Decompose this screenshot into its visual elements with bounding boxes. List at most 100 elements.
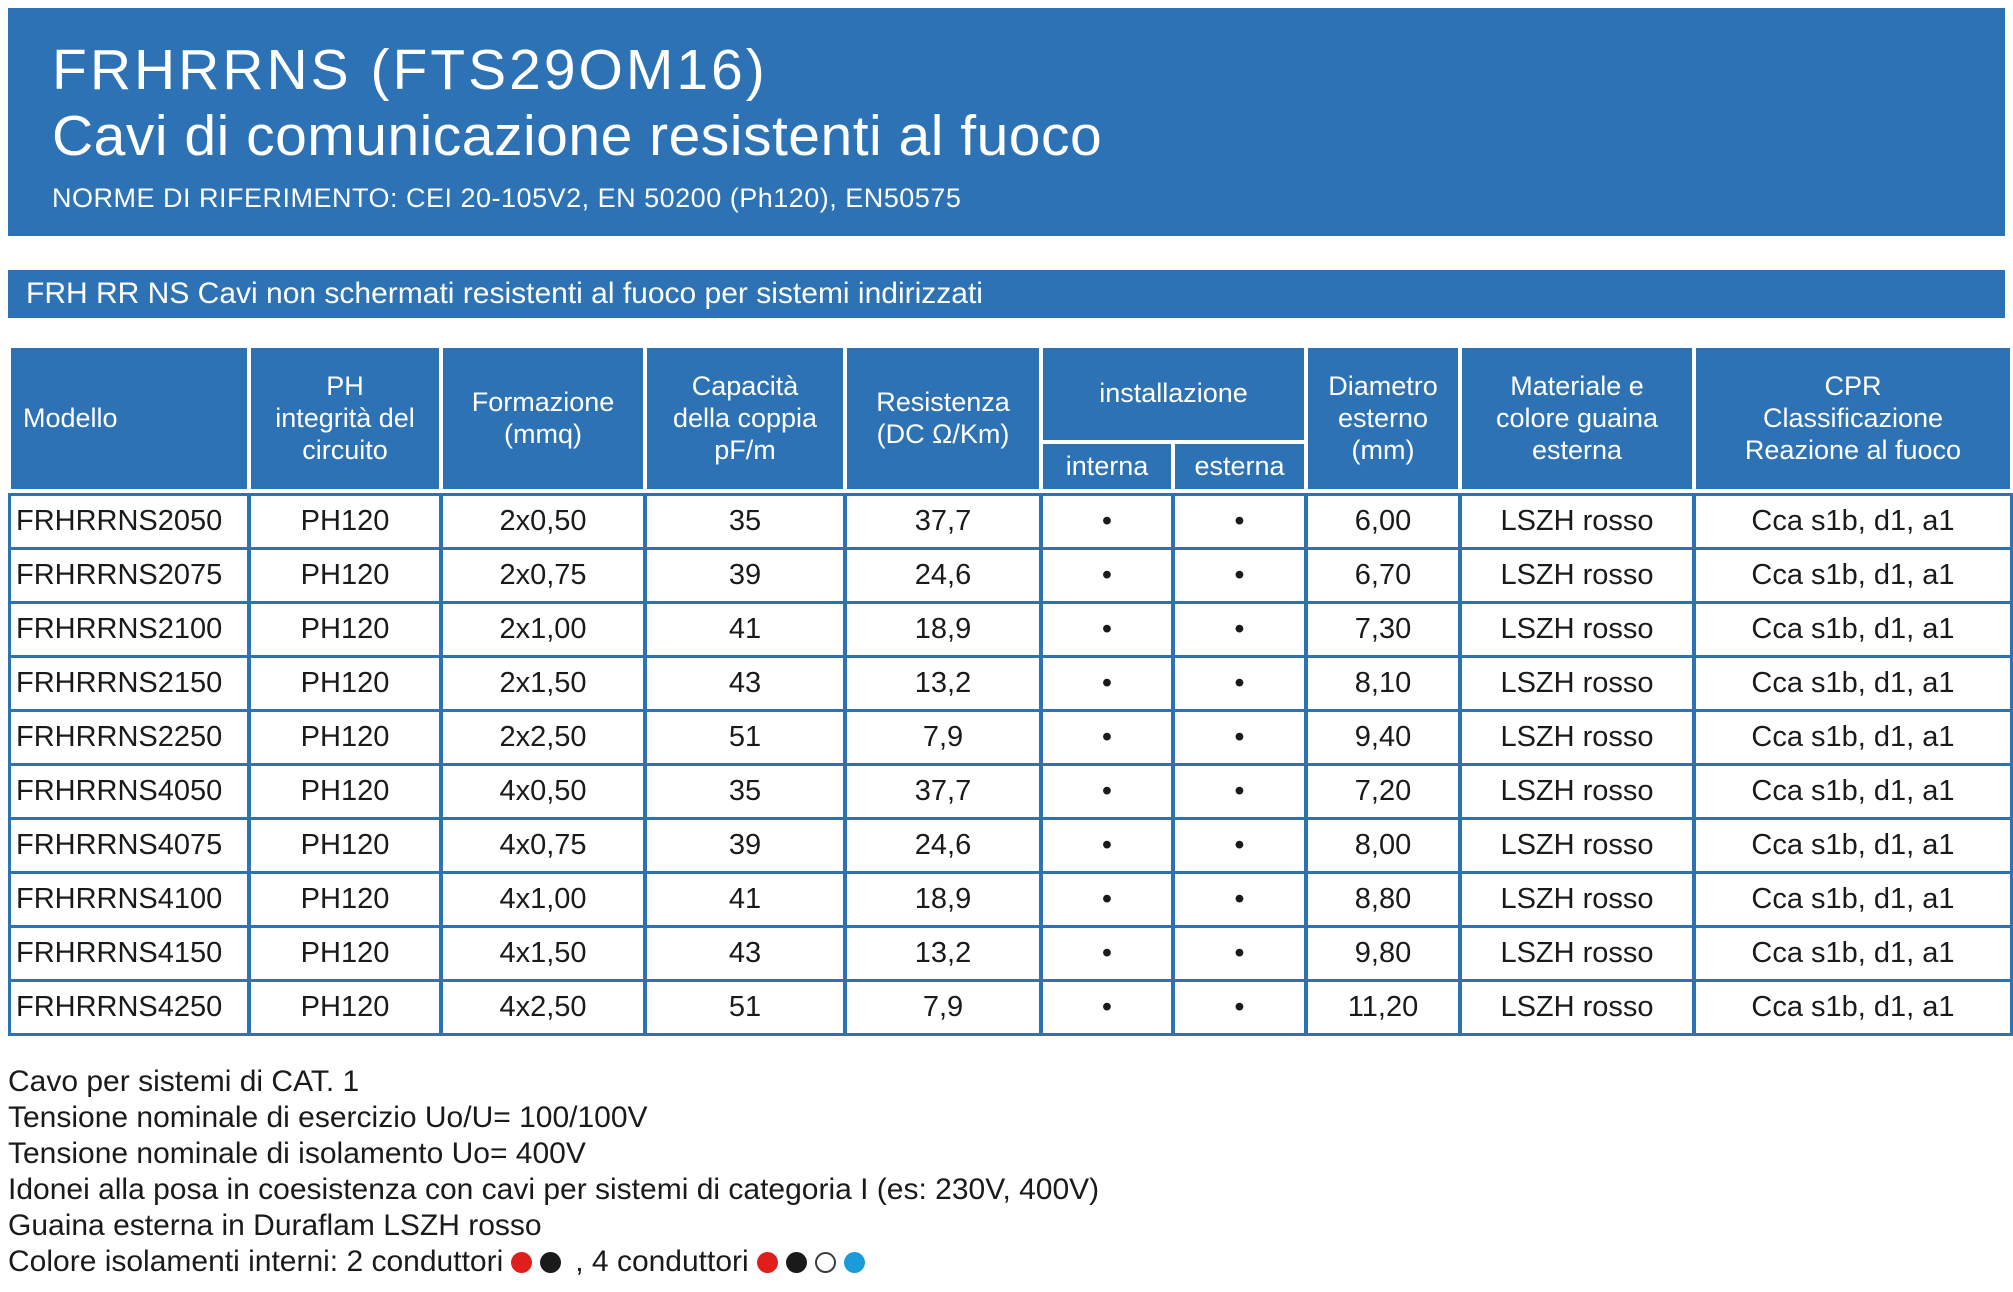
product-code-title: FRHRRNS (FTS29OM16) [52, 38, 768, 102]
cell-esterna: • [1175, 658, 1304, 710]
cell-ph: PH120 [251, 928, 439, 980]
cell-capacita: 35 [647, 766, 843, 818]
cell-formazione: 4x1,00 [443, 874, 643, 926]
color-dot [814, 1251, 836, 1273]
cell-cpr: Cca s1b, d1, a1 [1696, 550, 2010, 602]
header-ph-integrita: PH integrità del circuito [251, 348, 439, 490]
cell-diametro: 8,00 [1308, 820, 1458, 872]
note-line: Cavo per sistemi di CAT. 1 [8, 1065, 360, 1099]
cell-formazione: 4x2,50 [443, 982, 643, 1034]
note-line: Idonei alla posa in coesistenza con cavi… [8, 1173, 1100, 1207]
cell-formazione: 2x2,50 [443, 712, 643, 764]
cell-capacita: 41 [647, 604, 843, 656]
cell-interna: • [1043, 928, 1171, 980]
cell-diametro: 8,80 [1308, 874, 1458, 926]
note-line: Guaina esterna in Duraflam LSZH rosso [8, 1209, 542, 1243]
cell-ph: PH120 [251, 550, 439, 602]
cell-formazione: 2x1,00 [443, 604, 643, 656]
cell-capacita: 51 [647, 712, 843, 764]
cell-cpr: Cca s1b, d1, a1 [1696, 766, 2010, 818]
color-dot [843, 1251, 865, 1273]
cell-cpr: Cca s1b, d1, a1 [1696, 928, 2010, 980]
cell-capacita: 39 [647, 550, 843, 602]
cell-materiale: LSZH rosso [1462, 820, 1692, 872]
cell-modello: FRHRRNS4050 [11, 766, 247, 818]
cell-resistenza: 37,7 [847, 496, 1039, 548]
cell-capacita: 41 [647, 874, 843, 926]
cell-resistenza: 13,2 [847, 658, 1039, 710]
header-interna: interna [1043, 444, 1171, 490]
table-body: FRHRRNS2050 PH120 2x0,50 35 37,7 • • 6,00 LSZH r… [8, 493, 2013, 1037]
header-materiale: Materiale e colore guaina esterna [1462, 348, 1692, 490]
note-line: Tensione nominale di isolamento Uo= 400V [8, 1137, 586, 1171]
cell-ph: PH120 [251, 712, 439, 764]
footer-notes: Cavo per sistemi di CAT. 1 Tensione nomi… [8, 1064, 2013, 1280]
section-bar-label: FRH RR NS Cavi non schermati resistenti … [26, 277, 983, 311]
cell-resistenza: 7,9 [847, 982, 1039, 1034]
color-dot [756, 1251, 778, 1273]
color-dot [540, 1251, 562, 1273]
cell-formazione: 4x0,75 [443, 820, 643, 872]
cell-resistenza: 24,6 [847, 550, 1039, 602]
product-description-title: Cavi di comunicazione resistenti al fuoc… [52, 103, 1103, 168]
cell-materiale: LSZH rosso [1462, 604, 1692, 656]
color-dot [511, 1251, 533, 1273]
cell-esterna: • [1175, 712, 1304, 764]
cell-resistenza: 7,9 [847, 712, 1039, 764]
cell-resistenza: 37,7 [847, 766, 1039, 818]
note-line: Tensione nominale di esercizio Uo/U= 100… [8, 1101, 648, 1135]
cell-diametro: 11,20 [1308, 982, 1458, 1034]
cell-esterna: • [1175, 982, 1304, 1034]
cell-materiale: LSZH rosso [1462, 712, 1692, 764]
cell-resistenza: 13,2 [847, 928, 1039, 980]
conductor-colors-prefix: Colore isolamenti interni: 2 conduttori [8, 1245, 504, 1279]
header-diametro: Diametro esterno (mm) [1308, 348, 1458, 490]
conductor-colors-line: Colore isolamenti interni: 2 conduttori … [8, 1244, 2013, 1280]
cell-interna: • [1043, 658, 1171, 710]
cell-interna: • [1043, 712, 1171, 764]
cell-interna: • [1043, 766, 1171, 818]
cell-cpr: Cca s1b, d1, a1 [1696, 820, 2010, 872]
cell-esterna: • [1175, 766, 1304, 818]
cell-interna: • [1043, 550, 1171, 602]
cell-esterna: • [1175, 874, 1304, 926]
cell-ph: PH120 [251, 820, 439, 872]
cell-esterna: • [1175, 550, 1304, 602]
header-banner: FRHRRNS (FTS29OM16) Cavi di comunicazion… [8, 8, 2005, 237]
cell-resistenza: 18,9 [847, 604, 1039, 656]
cell-materiale: LSZH rosso [1462, 874, 1692, 926]
header-cpr: CPR Classificazione Reazione al fuoco [1696, 348, 2010, 490]
section-bar: FRH RR NS Cavi non schermati resistenti … [8, 270, 2005, 319]
cell-diametro: 7,30 [1308, 604, 1458, 656]
header-capacita: Capacità della coppia pF/m [647, 348, 843, 490]
cell-cpr: Cca s1b, d1, a1 [1696, 982, 2010, 1034]
color-dot [785, 1251, 807, 1273]
cell-materiale: LSZH rosso [1462, 982, 1692, 1034]
cell-diametro: 6,00 [1308, 496, 1458, 548]
cell-modello: FRHRRNS4100 [11, 874, 247, 926]
cell-ph: PH120 [251, 982, 439, 1034]
cell-diametro: 9,40 [1308, 712, 1458, 764]
header-esterna: esterna [1175, 444, 1304, 490]
cell-resistenza: 18,9 [847, 874, 1039, 926]
cell-materiale: LSZH rosso [1462, 550, 1692, 602]
cell-materiale: LSZH rosso [1462, 928, 1692, 980]
cell-ph: PH120 [251, 766, 439, 818]
cell-interna: • [1043, 604, 1171, 656]
cell-ph: PH120 [251, 874, 439, 926]
cell-formazione: 4x0,50 [443, 766, 643, 818]
four-conductor-dots [753, 1251, 869, 1273]
reference-norms: NORME DI RIFERIMENTO: CEI 20-105V2, EN 5… [52, 183, 962, 214]
cell-modello: FRHRRNS2100 [11, 604, 247, 656]
cell-interna: • [1043, 982, 1171, 1034]
product-table: Modello PH integrità del circuito Formaz… [8, 348, 2013, 1037]
table-header: Modello PH integrità del circuito Formaz… [11, 348, 2010, 490]
header-formazione: Formazione (mmq) [443, 348, 643, 490]
header-installazione: installazione [1043, 348, 1304, 441]
cell-cpr: Cca s1b, d1, a1 [1696, 874, 2010, 926]
cell-diametro: 8,10 [1308, 658, 1458, 710]
cell-capacita: 43 [647, 928, 843, 980]
two-conductor-dots [507, 1251, 565, 1273]
cell-cpr: Cca s1b, d1, a1 [1696, 496, 2010, 548]
cell-materiale: LSZH rosso [1462, 658, 1692, 710]
